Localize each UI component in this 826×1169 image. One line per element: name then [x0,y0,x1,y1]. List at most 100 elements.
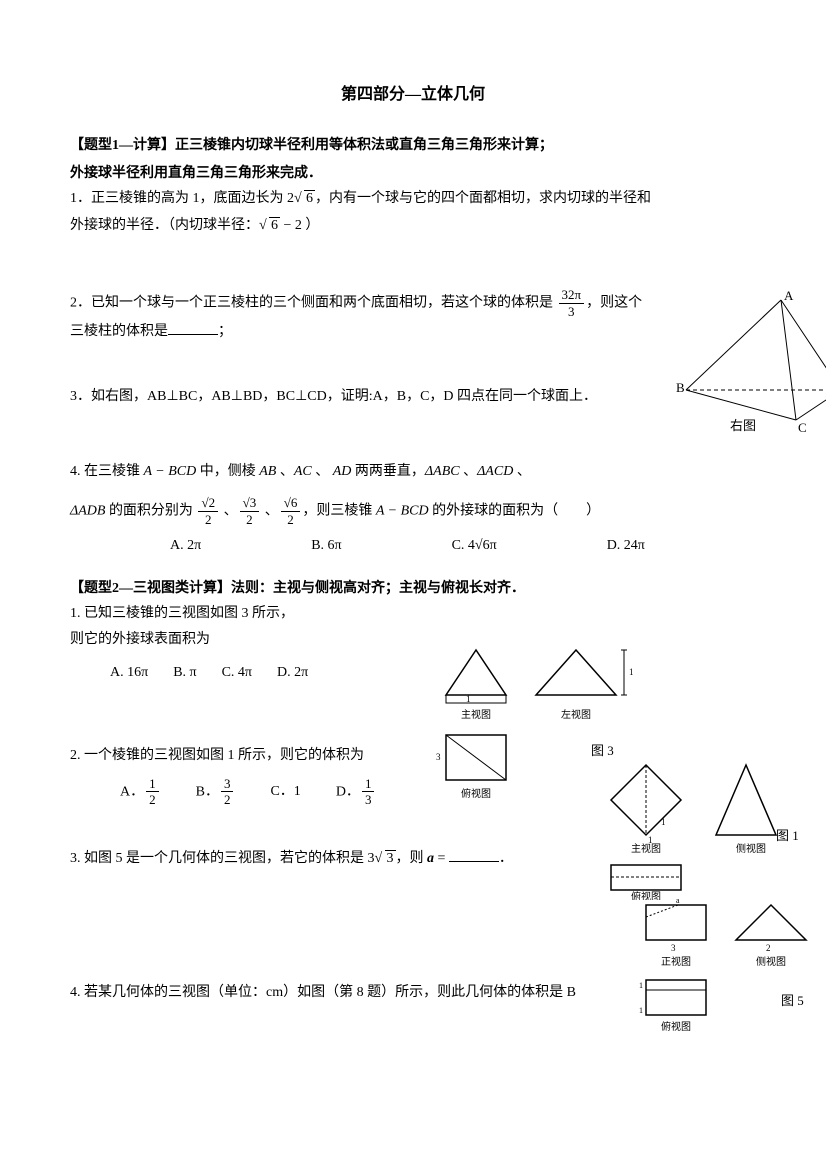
p5-line1: 1. 已知三棱锥的三视图如图 3 所示， [70,601,490,628]
section1-header: 【题型1—计算】正三棱锥内切球半径利用等体积法或直角三角三角形来计算； [70,134,756,154]
svg-text:左视图: 左视图 [561,708,591,721]
svg-text:√3: √3 [436,752,441,762]
section2-header: 【题型2—三视图类计算】法则：主视与侧视高对齐；主视与俯视长对齐． [70,577,756,597]
p6-opt-b-pre: B． [196,784,219,799]
p5-opt-a: A. 16π [110,660,148,685]
fig5-views: 3 正视图 a 2 侧视图 1 1 俯视图 [636,895,826,1055]
section1-subheader: 外接球半径利用直角三角三角形来完成． [70,162,756,182]
p4-opt-a: A. 2π [170,533,201,558]
p4-tj: 的外接球的面积为（ ） [429,503,601,518]
p4-opt-b: B. 6π [311,533,341,558]
p1-text-b: ，内有一个球与它的四个面都相切，求内切球的半径和 [315,191,651,206]
p5-opt-d: D. 2π [277,660,308,685]
p4-tacd: ΔACD [477,464,513,479]
p2-frac-num: 32π [559,287,585,304]
p5-line2: 则它的外接球表面积为 [70,627,490,654]
p6-an: 1 [146,776,159,793]
p3-text: 3．如右图，AB⊥BC，AB⊥BD，BC⊥CD，证明:A，B，C，D 四点在同一… [70,389,597,404]
p2-blank [168,321,218,335]
three-views-figures: 1 主视图 1 左视图 √3 俯视图 图 3 主视图 1 1 侧视图 俯视图 图… [476,650,816,1130]
label-B: B [676,380,685,395]
p2-text-c: 三棱柱的体积是 [70,324,168,339]
fig1-label: 图 1 [776,825,799,844]
p5-opt-c: C. 4π [222,660,252,685]
p5-opt-b: B. π [173,660,196,685]
p4-td: 、 [312,464,333,479]
fig5-label: 图 5 [781,990,804,1009]
p6-dd: 3 [362,792,375,808]
p4-f1d: 2 [198,512,218,528]
p7-ta: 3. 如图 5 是一个几何体的三视图，若它的体积是 3 [70,851,375,866]
svg-text:侧视图: 侧视图 [756,955,786,968]
p4-te: 两两垂直， [351,464,425,479]
p4-th: 的面积分别为 [105,503,196,518]
svg-text:主视图: 主视图 [461,708,491,721]
p4-abcd2: A − BCD [376,503,429,518]
p4-opt-d: D. 24π [607,533,645,558]
p6-text: 2. 一个棱锥的三视图如图 1 所示，则它的体积为 [70,743,490,770]
svg-text:侧视图: 侧视图 [736,842,766,855]
page-title: 第四部分—立体几何 [70,80,756,104]
svg-text:正视图: 正视图 [661,955,691,968]
p4-f3d: 2 [281,512,301,528]
problem-3: 3．如右图，AB⊥BC，AB⊥BD，BC⊥CD，证明:A，B，C，D 四点在同一… [70,384,756,411]
problem-4: 4. 在三棱锥 A − BCD 中，侧棱 AB 、AC 、 AD 两两垂直，ΔA… [70,459,756,559]
p4-ad: AD [333,464,352,479]
p4-f2d: 2 [240,512,260,528]
fig1-views: 主视图 1 1 侧视图 俯视图 [606,720,816,900]
p1-sqrt1: 6 [304,190,315,206]
p7-avar: a [427,851,434,866]
p4-ti: ，则三棱锥 [302,503,376,518]
svg-text:2: 2 [766,943,771,953]
p3-fig-label: 右图 [730,415,756,434]
svg-text:1: 1 [648,835,653,845]
p4-tabc: ΔABC [425,464,460,479]
svg-text:a: a [676,896,680,905]
p4-tf: 、 [460,464,478,479]
problem-6: 2. 一个棱锥的三视图如图 1 所示，则它的体积为 A．12 B．32 C．1 … [70,743,490,808]
p2-text-d: ； [218,324,232,339]
p2-text-b: ，则这个 [586,296,642,311]
p6-dn: 1 [362,776,375,793]
p4-tadb: ΔADB [70,503,105,518]
p4-ab: AB [259,464,276,479]
problem-1: 1．正三棱锥的高为 1，底面边长为 26，内有一个球与它的四个面都相切，求内切球… [70,186,756,239]
p1-sqrt2: 6 [269,217,280,233]
svg-text:俯视图: 俯视图 [461,787,491,800]
svg-text:1: 1 [629,667,634,677]
p4-tc: 、 [276,464,294,479]
svg-text:1: 1 [661,817,666,827]
p4-f3n: √6 [281,495,301,512]
svg-text:1: 1 [466,694,471,704]
p4-f2n: √3 [240,495,260,512]
p6-opt-c: C．1 [270,779,300,804]
p4-tb: 中，侧棱 [196,464,259,479]
p6-opt-a-pre: A． [120,784,144,799]
p1-text-d: − 2 ） [280,218,319,233]
svg-text:3: 3 [671,943,676,953]
svg-text:1: 1 [639,981,643,990]
p7-sqrt: 3 [385,850,396,866]
p4-f1n: √2 [198,495,218,512]
p6-opt-d-pre: D． [336,784,360,799]
problem-5: 1. 已知三棱锥的三视图如图 3 所示， 则它的外接球表面积为 A. 16π B… [70,601,490,685]
p7-tb: ，则 [396,851,428,866]
svg-text:主视图: 主视图 [631,842,661,855]
svg-text:俯视图: 俯视图 [661,1020,691,1033]
p1-text-c: 外接球的半径．（内切球半径： [70,218,259,233]
p4-ac: AC [294,464,312,479]
p2-text-a: 2．已知一个球与一个正三棱柱的三个侧面和两个底面相切，若这个球的体积是 [70,296,557,311]
p4-ta: 4. 在三棱锥 [70,464,144,479]
p4-abcd: A − BCD [144,464,197,479]
p4-tg: 、 [513,464,531,479]
label-A: A [784,290,794,303]
p2-frac-den: 3 [559,304,585,320]
p6-ad: 2 [146,792,159,808]
svg-text:1: 1 [639,1006,643,1015]
p7-tc: = [434,851,449,866]
p4-opt-c: C. 4√6π [452,533,497,558]
p6-bn: 3 [221,776,234,793]
p6-bd: 2 [221,792,234,808]
label-C: C [798,420,807,435]
p1-text-a: 1．正三棱锥的高为 1，底面边长为 2 [70,191,294,206]
